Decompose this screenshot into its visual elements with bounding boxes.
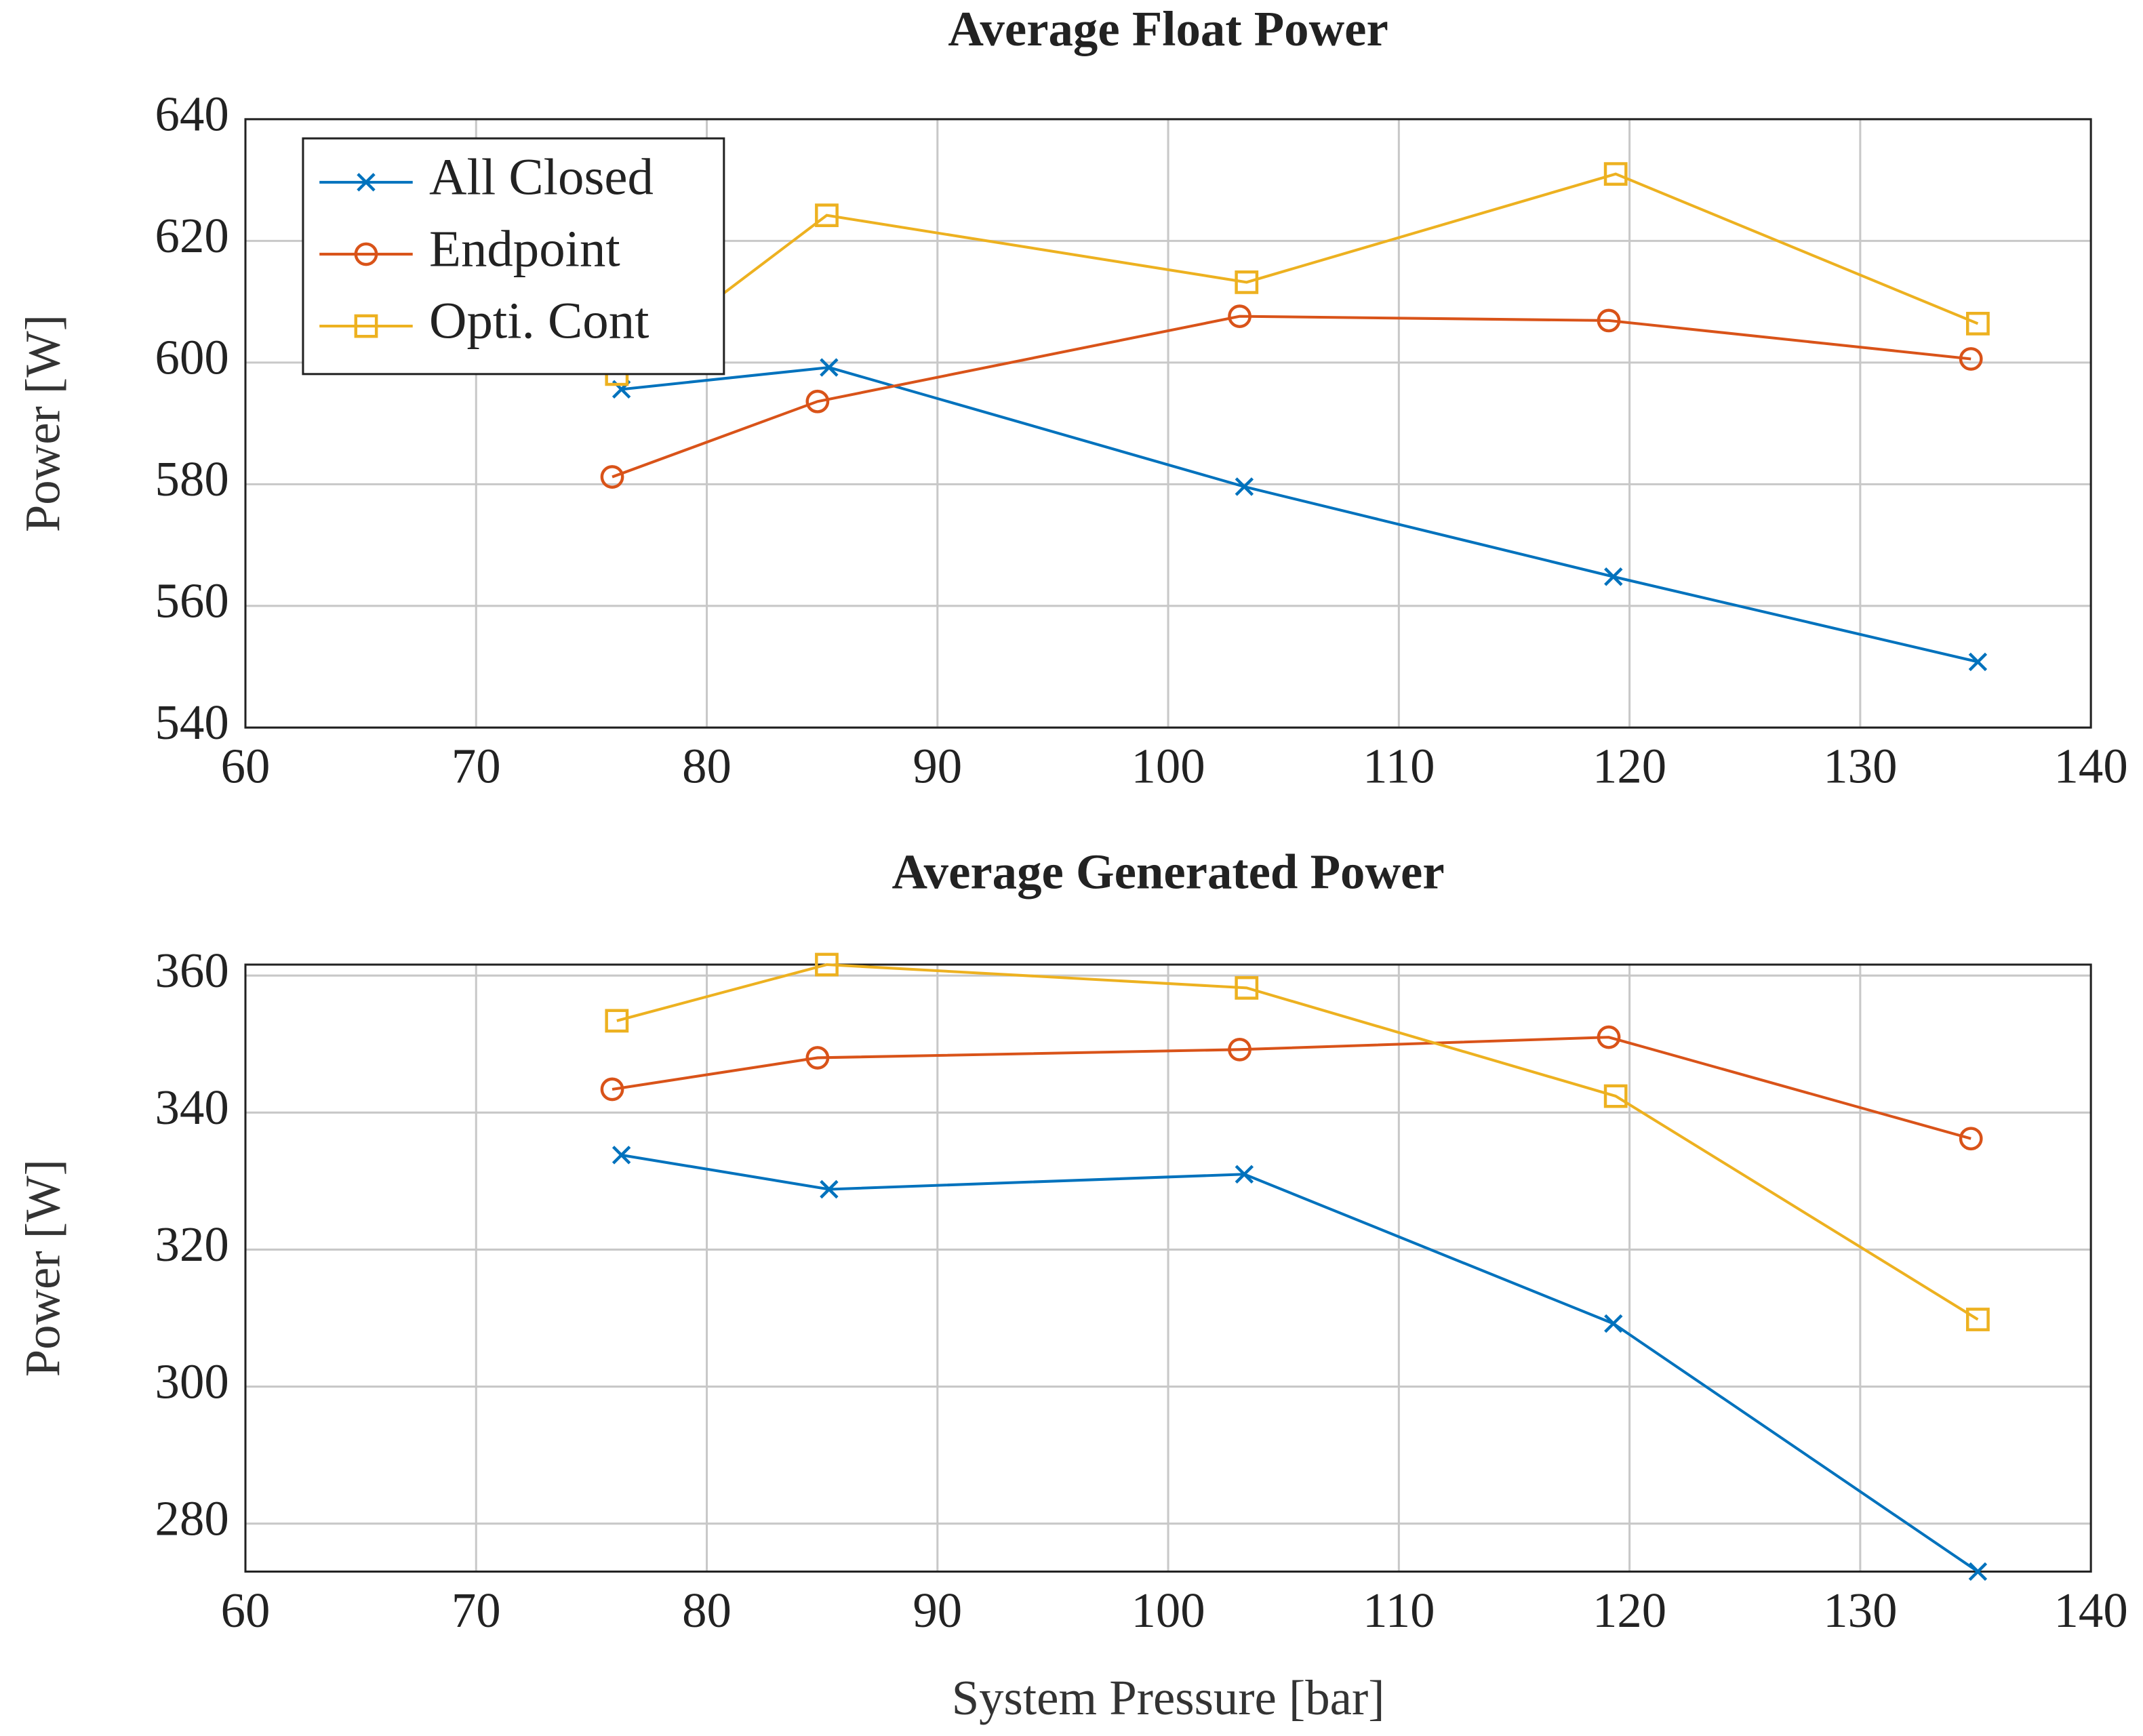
x-tick-label: 120 bbox=[1593, 1583, 1666, 1638]
y-tick-label: 340 bbox=[155, 1080, 229, 1135]
plot-frame bbox=[244, 118, 2092, 729]
x-tick-label: 70 bbox=[452, 1583, 501, 1638]
x-tick-label: 140 bbox=[2054, 739, 2128, 794]
legend-label: Opti. Cont bbox=[429, 292, 649, 350]
y-tick-label: 360 bbox=[155, 943, 229, 998]
marker bbox=[1603, 162, 1628, 186]
marker bbox=[1604, 567, 1623, 586]
x-tick-label: 110 bbox=[1363, 739, 1435, 794]
marker bbox=[1959, 1127, 1983, 1151]
marker bbox=[1968, 652, 1988, 672]
x-tick-label: 120 bbox=[1593, 739, 1666, 794]
marker bbox=[612, 1146, 631, 1165]
x-axis-label: System Pressure [bar] bbox=[952, 1670, 1385, 1725]
x-tick-label: 100 bbox=[1131, 739, 1205, 794]
y-tick-label: 640 bbox=[155, 87, 229, 142]
legend: All Closed Endpoint Opti. Cont bbox=[302, 137, 725, 376]
marker bbox=[1235, 270, 1259, 294]
y-tick-label: 540 bbox=[155, 695, 229, 750]
series-line bbox=[612, 1036, 1971, 1140]
marker bbox=[815, 203, 839, 228]
marker bbox=[1604, 1314, 1623, 1333]
y-tick-label: 280 bbox=[155, 1491, 229, 1546]
x-tick-label: 90 bbox=[913, 1583, 962, 1638]
x-tick-label: 110 bbox=[1363, 1583, 1435, 1638]
marker bbox=[1966, 1308, 1990, 1331]
marker bbox=[1968, 1562, 1988, 1581]
x-tick-label: 60 bbox=[221, 739, 271, 794]
series-line bbox=[616, 172, 1979, 376]
marker bbox=[1235, 477, 1254, 496]
legend-marker bbox=[354, 242, 378, 266]
marker bbox=[1597, 308, 1621, 333]
x-tick-label: 100 bbox=[1131, 1583, 1205, 1638]
marker bbox=[1966, 312, 1990, 336]
x-tick-label: 60 bbox=[221, 1583, 271, 1638]
x-tick-label: 130 bbox=[1823, 739, 1897, 794]
legend-label: Endpoint bbox=[429, 220, 620, 278]
marker bbox=[600, 465, 624, 489]
series-line bbox=[612, 315, 1971, 479]
x-tick-label: 130 bbox=[1823, 1583, 1897, 1638]
x-tick-label: 140 bbox=[2054, 1583, 2128, 1638]
marker bbox=[820, 358, 839, 377]
x-tick-label: 70 bbox=[452, 739, 501, 794]
marker bbox=[605, 1009, 629, 1033]
marker bbox=[815, 952, 839, 977]
y-tick-label: 580 bbox=[155, 451, 229, 506]
marker bbox=[1235, 1165, 1254, 1184]
series-line bbox=[621, 1153, 1979, 1573]
y-axis-label: Power [W] bbox=[15, 1159, 70, 1377]
legend-label: All Closed bbox=[429, 148, 654, 205]
y-tick-label: 320 bbox=[155, 1217, 229, 1272]
marker bbox=[600, 1077, 624, 1102]
plot-frame bbox=[244, 963, 2092, 1573]
chart-title: Average Generated Power bbox=[892, 844, 1445, 899]
y-tick-label: 300 bbox=[155, 1354, 229, 1409]
marker bbox=[1228, 304, 1251, 329]
series-line bbox=[616, 963, 1979, 1321]
legend-box bbox=[302, 137, 725, 376]
x-tick-label: 90 bbox=[913, 739, 962, 794]
marker bbox=[1228, 1037, 1251, 1062]
legend-marker bbox=[354, 314, 378, 338]
marker bbox=[1235, 975, 1259, 1000]
marker bbox=[805, 1046, 830, 1070]
x-tick-label: 80 bbox=[682, 739, 732, 794]
marker bbox=[1959, 347, 1983, 371]
y-tick-label: 620 bbox=[155, 208, 229, 263]
chart-title: Average Float Power bbox=[948, 1, 1388, 56]
marker bbox=[820, 1179, 839, 1199]
marker bbox=[1597, 1025, 1621, 1049]
y-axis-label: Power [W] bbox=[15, 315, 70, 532]
x-tick-label: 80 bbox=[682, 1583, 732, 1638]
marker bbox=[1603, 1084, 1628, 1108]
marker bbox=[805, 389, 830, 413]
y-tick-label: 560 bbox=[155, 573, 229, 628]
series-line bbox=[621, 365, 1978, 664]
legend-marker bbox=[357, 173, 376, 192]
y-tick-label: 600 bbox=[155, 330, 229, 385]
